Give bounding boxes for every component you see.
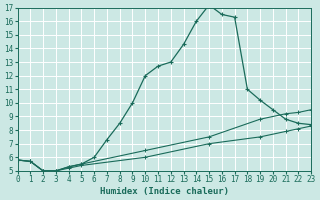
X-axis label: Humidex (Indice chaleur): Humidex (Indice chaleur) — [100, 187, 229, 196]
